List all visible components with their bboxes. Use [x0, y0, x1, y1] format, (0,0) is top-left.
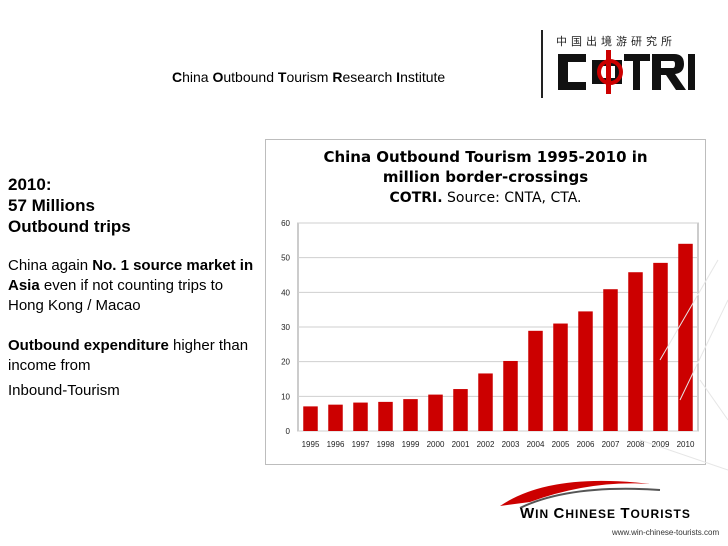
bar-2007 [603, 289, 618, 431]
title-word-4: Research [332, 69, 397, 85]
bar-2001 [453, 389, 468, 431]
bar-2006 [578, 311, 593, 431]
millions-heading: 57 Millions [8, 196, 95, 215]
x-tick-label: 2000 [427, 440, 445, 449]
bar-2004 [528, 330, 543, 431]
y-tick-label: 30 [281, 323, 290, 332]
y-tick-label: 0 [286, 427, 291, 436]
bar-1999 [403, 399, 418, 431]
x-tick-label: 2010 [677, 440, 695, 449]
trips-heading: Outbound trips [8, 217, 131, 236]
x-tick-label: 1996 [327, 440, 345, 449]
bar-2010 [678, 243, 693, 431]
bar-2008 [628, 272, 643, 431]
y-tick-label: 20 [281, 358, 290, 367]
win-chinese-tourists-logo: WIN CHINESE TOURISTS [520, 505, 691, 522]
chart-title-line1: China Outbound Tourism 1995-2010 in [323, 148, 648, 166]
x-tick-label: 2007 [602, 440, 620, 449]
expenditure-paragraph: Outbound expenditure higher than income … [8, 337, 249, 374]
title-word-3: Tourism [277, 69, 333, 85]
cotri-logo [558, 50, 695, 94]
x-tick-label: 2002 [477, 440, 495, 449]
x-tick-label: 2008 [627, 440, 645, 449]
y-tick-label: 50 [281, 254, 290, 263]
y-tick-label: 10 [281, 392, 290, 401]
swoosh-icon [500, 480, 661, 509]
bar-1995 [303, 406, 318, 431]
x-tick-label: 2005 [552, 440, 570, 449]
inbound-paragraph: Inbound-Tourism [8, 382, 120, 399]
bar-1997 [353, 402, 368, 431]
header-divider [541, 30, 543, 98]
bar-2003 [503, 360, 518, 431]
bar-chart: 0 10 20 30 40 50 60 1995 1996 1997 1998 1999 2000 200… [281, 219, 699, 449]
chart-source: COTRI. Source: CNTA, CTA. [389, 190, 582, 206]
source-market-paragraph: China again No. 1 source market in Asia … [8, 257, 254, 314]
left-text-panel: 2010: 57 Millions Outbound trips China a… [8, 174, 263, 401]
year-heading: 2010: [8, 175, 52, 194]
bar-2002 [478, 373, 493, 431]
x-tick-label: 2003 [502, 440, 520, 449]
x-tick-label: 1997 [352, 440, 370, 449]
background-lines-decoration [639, 259, 728, 471]
chart-panel: China Outbound Tourism 1995-2010 in mill… [265, 139, 706, 465]
x-tick-label: 1999 [402, 440, 420, 449]
x-tick-label: 2006 [577, 440, 595, 449]
bar-1996 [328, 404, 343, 431]
x-tick-label: 1998 [377, 440, 395, 449]
logo-chinese-text: 中国出境游研究所 [556, 35, 676, 48]
x-tick-label: 1995 [302, 440, 320, 449]
title-word-5: Institute [396, 69, 446, 85]
y-tick-label: 60 [281, 219, 290, 228]
footer-url: www.win-chinese-tourists.com [612, 528, 720, 537]
institute-title: China Outbound Tourism Research Institut… [172, 69, 445, 85]
x-tick-label: 2009 [652, 440, 670, 449]
bar-1998 [378, 401, 393, 431]
title-word-2: Outbound [212, 69, 278, 85]
bar-2005 [553, 323, 568, 431]
bar-2000 [428, 394, 443, 431]
y-tick-label: 40 [281, 288, 290, 297]
x-tick-label: 2004 [527, 440, 545, 449]
bar-2009 [653, 262, 668, 431]
title-word-1: China [172, 69, 213, 85]
chart-title-line2: million border-crossings [382, 168, 589, 186]
x-tick-label: 2001 [452, 440, 470, 449]
